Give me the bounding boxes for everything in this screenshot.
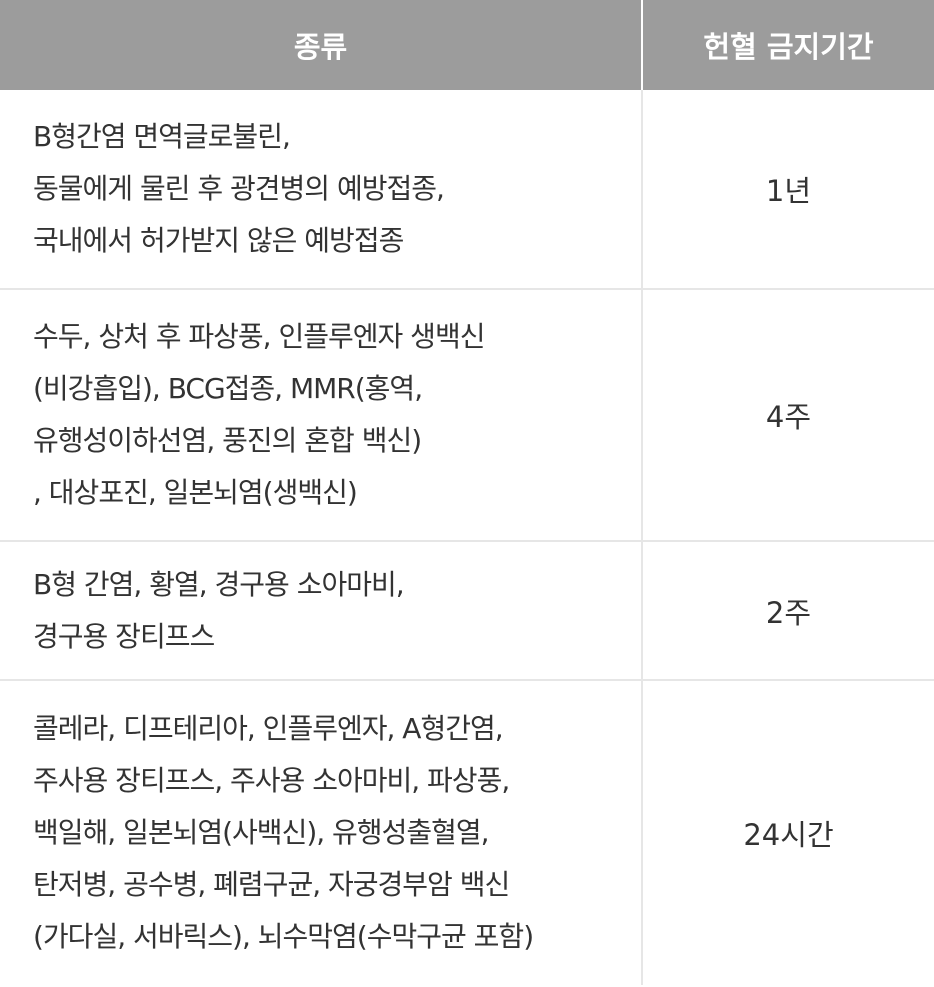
vaccine-kind-cell: B형간염 면역글로불린, 동물에게 물린 후 광견병의 예방접종, 국내에서 허…	[0, 89, 642, 290]
vaccine-kind-line: 경구용 장티프스	[33, 619, 215, 653]
vaccine-kind-line: 백일해, 일본뇌염(사백신), 유행성출혈열,	[33, 816, 490, 849]
header-row: 종류 헌혈 금지기간	[0, 0, 934, 90]
restriction-period-cell: 4주	[641, 289, 934, 542]
vaccine-kind-line: 수두, 상처 후 파상풍, 인플루엔자 생백신	[33, 320, 485, 353]
restriction-period-cell: 2주	[641, 541, 934, 681]
vaccine-kind-line: , 대상포진, 일본뇌염(생백신)	[33, 476, 358, 509]
header-period: 헌혈 금지기간	[641, 0, 934, 90]
table-body: B형간염 면역글로불린, 동물에게 물린 후 광견병의 예방접종, 국내에서 허…	[0, 89, 934, 985]
vaccine-kind-cell: B형 간염, 황열, 경구용 소아마비, 경구용 장티프스	[0, 541, 642, 681]
vaccine-kind-line: 동물에게 물린 후 광견병의 예방접종,	[33, 172, 445, 205]
vaccine-kind-line: 콜레라, 디프테리아, 인플루엔자, A형간염,	[33, 712, 504, 745]
vaccine-kind-line: (비강흡입), BCG접종, MMR(홍역,	[33, 372, 423, 405]
vaccine-kind-line: B형 간염, 황열, 경구용 소아마비,	[33, 567, 405, 601]
table-row: 콜레라, 디프테리아, 인플루엔자, A형간염, 주사용 장티프스, 주사용 소…	[0, 680, 934, 985]
vaccine-kind-line: B형간염 면역글로불린,	[33, 120, 291, 153]
vaccine-kind-cell: 수두, 상처 후 파상풍, 인플루엔자 생백신 (비강흡입), BCG접종, M…	[0, 289, 642, 542]
vaccine-kind-line: 국내에서 허가받지 않은 예방접종	[33, 224, 404, 257]
table-row: B형간염 면역글로불린, 동물에게 물린 후 광견병의 예방접종, 국내에서 허…	[0, 89, 934, 290]
vaccine-kind-cell: 콜레라, 디프테리아, 인플루엔자, A형간염, 주사용 장티프스, 주사용 소…	[0, 680, 642, 985]
table-row: B형 간염, 황열, 경구용 소아마비, 경구용 장티프스 2주	[0, 541, 934, 681]
vaccine-kind-line: 유행성이하선염, 풍진의 혼합 백신)	[33, 424, 422, 457]
table-header: 종류 헌혈 금지기간	[0, 0, 934, 90]
restriction-period-cell: 1년	[641, 89, 934, 290]
restriction-period-cell: 24시간	[641, 680, 934, 985]
vaccine-kind-line: 주사용 장티프스, 주사용 소아마비, 파상풍,	[33, 764, 510, 797]
header-kind: 종류	[0, 0, 642, 90]
vaccine-kind-line: (가다실, 서바릭스), 뇌수막염(수막구균 포함)	[33, 920, 534, 953]
vaccine-kind-line: 탄저병, 공수병, 폐렴구균, 자궁경부암 백신	[33, 868, 510, 901]
table-row: 수두, 상처 후 파상풍, 인플루엔자 생백신 (비강흡입), BCG접종, M…	[0, 289, 934, 542]
